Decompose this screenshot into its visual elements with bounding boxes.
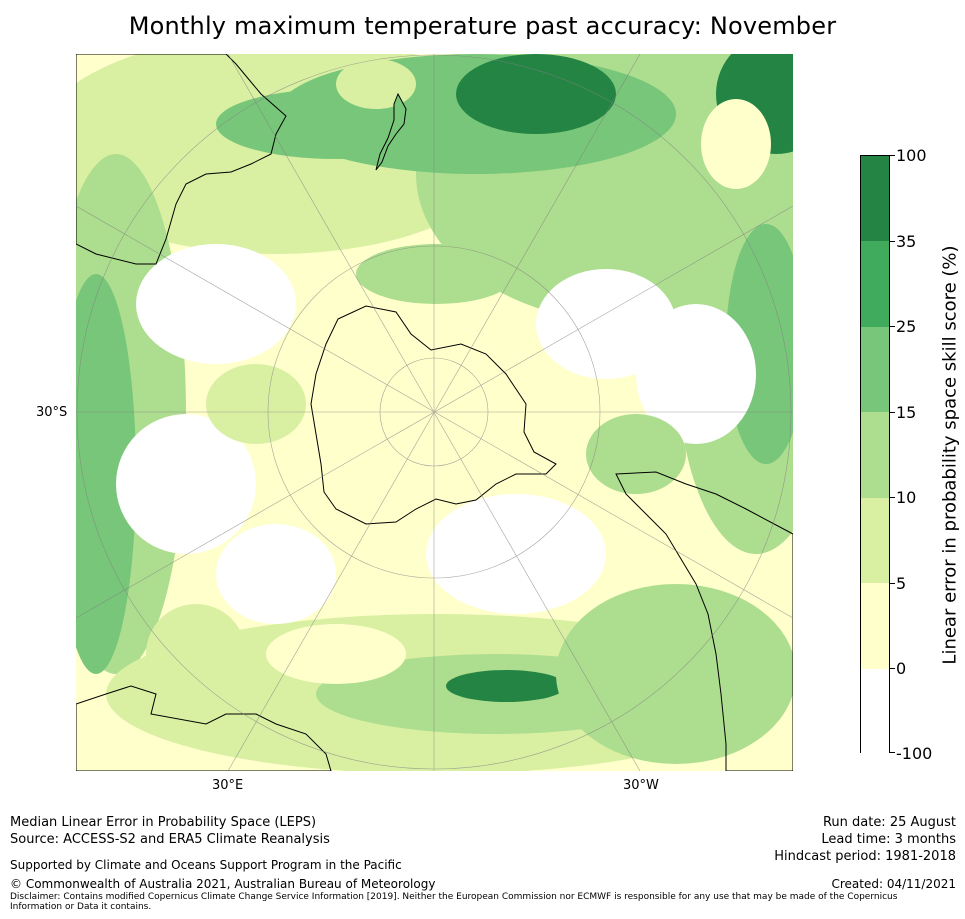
- colorbar-tick-label: 10: [896, 488, 917, 507]
- colorbar-tick: [890, 155, 895, 156]
- hindcast-period: Hindcast period: 1981-2018: [774, 849, 956, 864]
- footer-supported: Supported by Climate and Oceans Support …: [10, 858, 402, 872]
- colorbar-tick: [890, 583, 895, 584]
- polar-map: [76, 54, 793, 771]
- colorbar: [860, 155, 890, 754]
- antarctica-landmass: [310, 305, 557, 525]
- colorbar-bin-5-10: [861, 498, 889, 583]
- colorbar-title: Linear error in probability space skill …: [939, 245, 961, 665]
- longitude-label-east: 30°E: [212, 778, 244, 793]
- colorbar-bin-15-25: [861, 327, 889, 412]
- colorbar-tick-label: 100: [896, 146, 927, 165]
- run-date: Run date: 25 August: [822, 815, 956, 830]
- south-america-landmass: [615, 471, 793, 771]
- created-date: Created: 04/11/2021: [831, 877, 956, 891]
- graticule: [76, 54, 793, 771]
- map-svg: [76, 54, 793, 771]
- colorbar-tick: [890, 241, 895, 242]
- colorbar-bin-0-5: [861, 583, 889, 669]
- colorbar-tick: [890, 497, 895, 498]
- latitude-label: 30°S: [36, 405, 68, 420]
- africa-landmass: [76, 685, 332, 771]
- colorbar-tick-label: 5: [896, 574, 907, 593]
- footer-disclaimer: Disclaimer: Contains modified Copernicus…: [10, 892, 898, 912]
- colorbar-bin-35-100: [861, 156, 889, 241]
- colorbar-tick: [890, 326, 895, 327]
- footer-source: Source: ACCESS-S2 and ERA5 Climate Reana…: [10, 832, 330, 847]
- skill-field: [76, 54, 793, 771]
- colorbar-tick-label: 25: [896, 317, 917, 336]
- colorbar-bin-10-15: [861, 412, 889, 498]
- colorbar-bin-neg100-0: [861, 669, 889, 754]
- footer-copyright: © Commonwealth of Australia 2021, Austra…: [10, 877, 436, 891]
- lead-time: Lead time: 3 months: [821, 832, 956, 847]
- longitude-label-west: 30°W: [623, 778, 659, 793]
- colorbar-tick: [890, 668, 895, 669]
- colorbar-tick: [890, 752, 895, 753]
- colorbar-bin-25-35: [861, 241, 889, 327]
- australia-landmass: [76, 54, 287, 265]
- footer-method: Median Linear Error in Probability Space…: [10, 815, 317, 830]
- chart-title: Monthly maximum temperature past accurac…: [128, 12, 837, 40]
- colorbar-tick-label: 35: [896, 232, 917, 251]
- new-zealand-landmass: [375, 92, 407, 171]
- colorbar-tick: [890, 412, 895, 413]
- colorbar-tick-label: 0: [896, 659, 907, 678]
- colorbar-tick-label: 15: [896, 403, 917, 422]
- colorbar-tick-label: -100: [896, 744, 933, 763]
